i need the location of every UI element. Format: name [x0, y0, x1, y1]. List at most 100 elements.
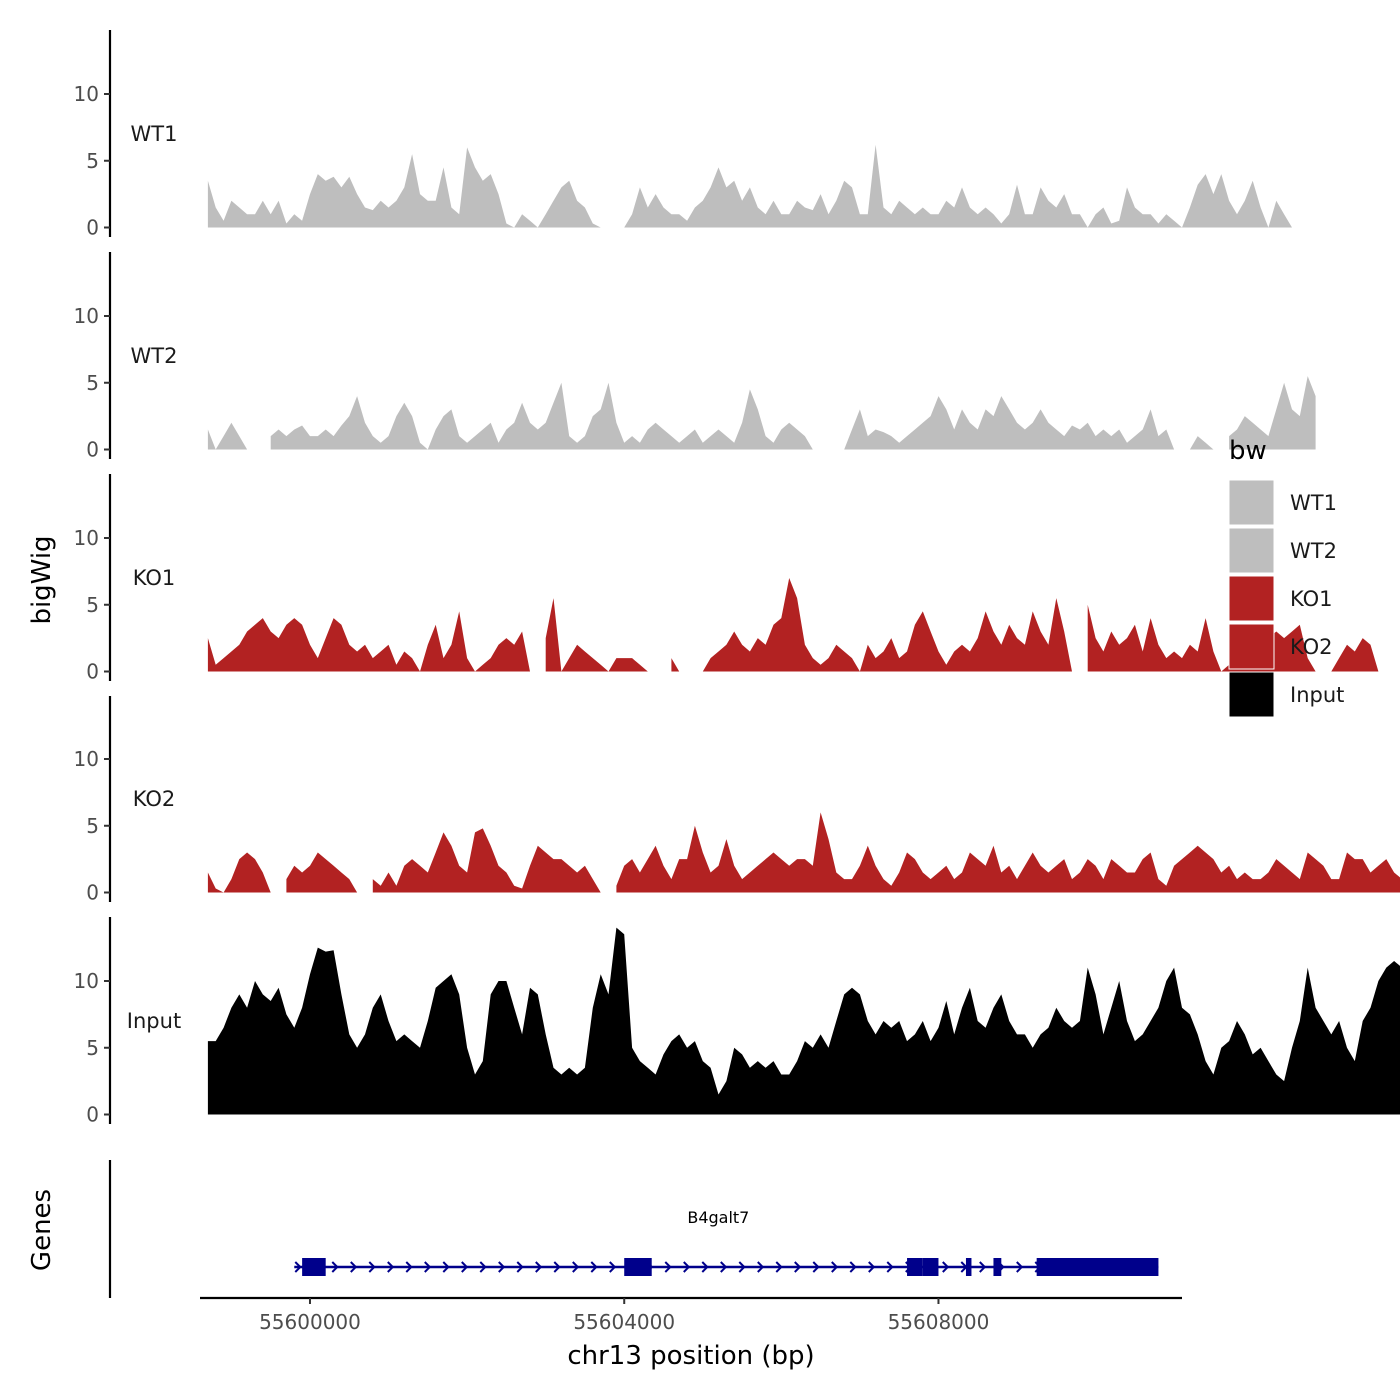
gene-exon — [624, 1258, 652, 1276]
strand-arrow — [701, 1261, 709, 1273]
gene-label: B4galt7 — [687, 1208, 749, 1227]
gene-exon — [302, 1258, 326, 1276]
y-tick-label: 5 — [86, 1036, 99, 1060]
legend-title: bw — [1229, 436, 1267, 466]
track-wt1: 0 5 10 WT1 — [74, 30, 1292, 240]
coverage-area-wt1 — [207, 147, 601, 228]
y-tick-label: 0 — [86, 216, 99, 240]
track-label-wt2: WT2 — [131, 344, 178, 368]
coverage-area-ko2 — [372, 828, 601, 893]
strand-arrow — [350, 1261, 358, 1273]
gene-exon — [1036, 1258, 1159, 1276]
coverage-area-ko2 — [616, 812, 1400, 893]
y-tick-label: 10 — [74, 526, 99, 550]
coverage-area-ko1 — [545, 598, 648, 672]
strand-arrow — [720, 1261, 728, 1273]
coverage-area-wt2 — [844, 396, 1175, 450]
track-label-ko1: KO1 — [133, 566, 176, 590]
strand-arrow — [794, 1261, 802, 1273]
x-tick-label: 55600000 — [259, 1310, 361, 1334]
strand-arrow — [461, 1261, 469, 1273]
strand-arrow — [609, 1261, 617, 1273]
strand-arrow — [331, 1261, 339, 1273]
x-axis-title: chr13 position (bp) — [567, 1341, 814, 1371]
strand-arrow — [590, 1261, 598, 1273]
y-tick-label: 0 — [86, 881, 99, 905]
strand-arrow — [757, 1261, 765, 1273]
legend-swatch-input — [1228, 671, 1275, 718]
strand-arrow — [405, 1261, 413, 1273]
coverage-area-wt2 — [1229, 376, 1316, 450]
bigwig-tracks: 0 5 10 WT1 0 5 10 WT2 0 5 10 KO1 0 5 10 KO2 0 5 10 Input — [74, 30, 1400, 1127]
strand-arrow — [498, 1261, 506, 1273]
coverage-area-wt2 — [1189, 436, 1214, 450]
coverage-area-ko2 — [207, 852, 271, 893]
legend-label-wt2: WT2 — [1290, 539, 1337, 563]
coverage-area-ko1 — [671, 658, 680, 672]
strand-arrow — [664, 1261, 672, 1273]
legend-label-ko1: KO1 — [1290, 587, 1333, 611]
track-ko1: 0 5 10 KO1 — [74, 474, 1379, 684]
y-axis-title: bigWig — [27, 535, 57, 624]
strand-arrow — [942, 1261, 950, 1273]
legend-label-input: Input — [1290, 683, 1344, 707]
x-axis: 55600000 55604000 55608000 — [200, 1296, 1182, 1334]
strand-arrow — [535, 1261, 543, 1273]
strand-arrow — [442, 1261, 450, 1273]
legend-label-wt1: WT1 — [1290, 491, 1337, 515]
strand-arrow — [868, 1261, 876, 1273]
track-label-wt1: WT1 — [131, 122, 178, 146]
strand-arrow — [775, 1261, 783, 1273]
strand-arrow — [424, 1261, 432, 1273]
legend-swatch-ko1 — [1228, 575, 1275, 622]
legend-swatch-wt2 — [1228, 527, 1275, 574]
track-label-input: Input — [127, 1009, 181, 1033]
y-tick-label: 0 — [86, 660, 99, 684]
coverage-area-ko1 — [207, 611, 530, 672]
strand-arrow — [368, 1261, 376, 1273]
strand-arrow — [812, 1261, 820, 1273]
y-tick-label: 5 — [86, 149, 99, 173]
gene-exon — [993, 1258, 1002, 1276]
y-tick-label: 10 — [74, 747, 99, 771]
coverage-area-wt2 — [207, 422, 248, 450]
track-wt2: 0 5 10 WT2 — [74, 252, 1316, 462]
gene-panel: B4galt7 — [108, 1160, 1159, 1298]
y-tick-label: 10 — [74, 969, 99, 993]
coverage-area-input — [207, 927, 1400, 1115]
coverage-area-wt2 — [270, 382, 813, 450]
y-tick-label: 0 — [86, 1103, 99, 1127]
legend-swatch-wt1 — [1228, 479, 1275, 526]
strand-arrow — [979, 1261, 987, 1273]
strand-arrow — [479, 1261, 487, 1273]
y-tick-label: 5 — [86, 593, 99, 617]
track-input: 0 5 10 Input — [74, 917, 1400, 1127]
strand-arrow — [683, 1261, 691, 1273]
gene-exon — [922, 1258, 939, 1276]
gene-b4galt7: B4galt7 — [294, 1208, 1159, 1276]
y-tick-label: 5 — [86, 814, 99, 838]
strand-arrow — [849, 1261, 857, 1273]
y-tick-label: 10 — [74, 304, 99, 328]
x-tick-label: 55608000 — [888, 1310, 990, 1334]
legend-label-ko2: KO2 — [1290, 635, 1333, 659]
coverage-area-ko2 — [286, 852, 358, 893]
coverage-area-ko1 — [1331, 638, 1379, 672]
strand-arrow — [831, 1261, 839, 1273]
strand-arrow — [387, 1261, 395, 1273]
y-tick-label: 5 — [86, 371, 99, 395]
y-tick-label: 0 — [86, 438, 99, 462]
strand-arrow — [516, 1261, 524, 1273]
strand-arrow — [886, 1261, 894, 1273]
strand-arrow — [1016, 1261, 1024, 1273]
strand-arrow — [738, 1261, 746, 1273]
y-tick-label: 10 — [74, 82, 99, 106]
coverage-area-ko1 — [1087, 604, 1316, 672]
strand-arrow — [572, 1261, 580, 1273]
track-label-ko2: KO2 — [133, 787, 176, 811]
x-tick-label: 55604000 — [573, 1310, 675, 1334]
strand-arrow — [553, 1261, 561, 1273]
strand-arrow — [294, 1261, 302, 1273]
coverage-area-ko1 — [702, 578, 1072, 672]
